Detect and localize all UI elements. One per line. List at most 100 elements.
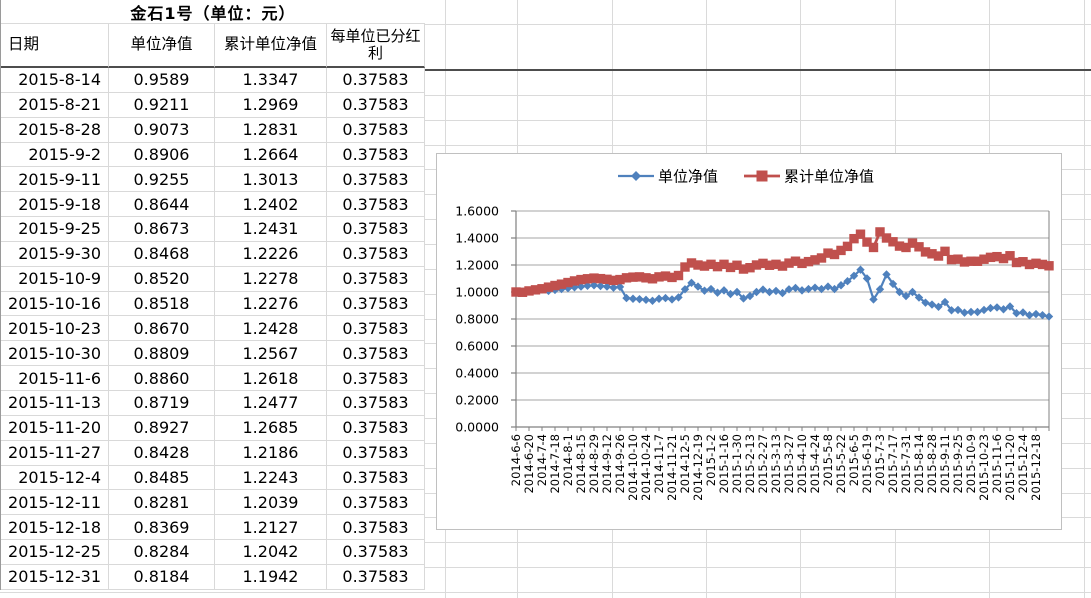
value-cell[interactable]: 0.8284 — [109, 540, 215, 565]
column-header-1[interactable]: 日期 — [1, 24, 109, 68]
column-header-3[interactable]: 累计单位净值 — [215, 24, 327, 68]
value-cell[interactable]: 0.37583 — [327, 564, 425, 590]
value-cell[interactable]: 0.8644 — [109, 192, 215, 218]
y-axis-label: 0.4000 — [455, 366, 499, 381]
value-cell[interactable]: 1.2664 — [215, 142, 327, 168]
x-axis-label: 2015-4-10 — [795, 434, 809, 494]
value-cell[interactable]: 0.37583 — [327, 515, 425, 541]
value-cell[interactable]: 1.2567 — [215, 341, 327, 367]
value-cell[interactable]: 1.2186 — [215, 440, 327, 466]
value-cell[interactable]: 1.2477 — [215, 390, 327, 416]
value-cell[interactable]: 0.37583 — [327, 291, 425, 317]
value-cell[interactable]: 0.37583 — [327, 217, 425, 242]
value-cell[interactable]: 1.2127 — [215, 515, 327, 541]
value-cell[interactable]: 0.37583 — [327, 92, 425, 118]
table-header-row: 日期 单位净值 累计单位净值 每单位已分红利 — [1, 24, 425, 68]
date-cell[interactable]: 2015-10-30 — [1, 341, 109, 367]
value-cell[interactable]: 0.37583 — [327, 540, 425, 565]
value-cell[interactable]: 1.2402 — [215, 192, 327, 218]
date-cell[interactable]: 2015-10-9 — [1, 266, 109, 292]
date-cell[interactable]: 2015-8-21 — [1, 92, 109, 118]
value-cell[interactable]: 0.8428 — [109, 440, 215, 466]
value-cell[interactable]: 0.8281 — [109, 490, 215, 516]
value-cell[interactable]: 1.2039 — [215, 490, 327, 516]
table-title-row[interactable]: 金石1号（单位：元） — [1, 0, 425, 24]
date-cell[interactable]: 2015-11-27 — [1, 440, 109, 466]
value-cell[interactable]: 0.37583 — [327, 167, 425, 193]
date-cell[interactable]: 2015-12-18 — [1, 515, 109, 541]
value-cell[interactable]: 0.37583 — [327, 465, 425, 491]
value-cell[interactable]: 1.2685 — [215, 415, 327, 441]
date-cell[interactable]: 2015-12-11 — [1, 490, 109, 516]
value-cell[interactable]: 0.8719 — [109, 390, 215, 416]
value-cell[interactable]: 0.8518 — [109, 291, 215, 317]
value-cell[interactable]: 1.3013 — [215, 167, 327, 193]
value-cell[interactable]: 0.9589 — [109, 68, 215, 93]
value-cell[interactable]: 0.8673 — [109, 217, 215, 242]
marker-square — [940, 246, 950, 257]
marker-square — [628, 272, 638, 282]
date-cell[interactable]: 2015-11-20 — [1, 415, 109, 441]
marker-diamond — [797, 286, 807, 295]
value-cell[interactable]: 0.9255 — [109, 167, 215, 193]
value-cell[interactable]: 0.8927 — [109, 415, 215, 441]
date-cell[interactable]: 2015-9-11 — [1, 167, 109, 193]
value-cell[interactable]: 1.3347 — [215, 68, 327, 93]
date-cell[interactable]: 2015-11-6 — [1, 366, 109, 391]
value-cell[interactable]: 1.1942 — [215, 564, 327, 590]
value-cell[interactable]: 1.2431 — [215, 217, 327, 242]
legend-item-单位净值[interactable]: 单位净值 — [618, 168, 718, 186]
value-cell[interactable]: 0.37583 — [327, 192, 425, 218]
value-cell[interactable]: 1.2042 — [215, 540, 327, 565]
value-cell[interactable]: 0.8369 — [109, 515, 215, 541]
column-header-2[interactable]: 单位净值 — [109, 24, 215, 68]
value-cell[interactable]: 0.8670 — [109, 316, 215, 342]
value-cell[interactable]: 0.37583 — [327, 117, 425, 143]
value-cell[interactable]: 0.37583 — [327, 415, 425, 441]
legend-item-累计单位净值[interactable]: 累计单位净值 — [744, 168, 874, 186]
value-cell[interactable]: 0.37583 — [327, 440, 425, 466]
value-cell[interactable]: 0.8468 — [109, 241, 215, 267]
value-cell[interactable]: 1.2969 — [215, 92, 327, 118]
column-header-4[interactable]: 每单位已分红利 — [327, 24, 425, 68]
date-cell[interactable]: 2015-12-25 — [1, 540, 109, 565]
value-cell[interactable]: 1.2276 — [215, 291, 327, 317]
value-cell[interactable]: 1.2831 — [215, 117, 327, 143]
value-cell[interactable]: 0.9211 — [109, 92, 215, 118]
date-cell[interactable]: 2015-12-4 — [1, 465, 109, 491]
value-cell[interactable]: 0.37583 — [327, 316, 425, 342]
date-cell[interactable]: 2015-10-16 — [1, 291, 109, 317]
date-cell[interactable]: 2015-8-28 — [1, 117, 109, 143]
value-cell[interactable]: 1.2278 — [215, 266, 327, 292]
fund-chart[interactable]: 0.0000 0.2000 0.4000 0.6000 0.8000 1.0000 1.20… — [436, 153, 1062, 530]
value-cell[interactable]: 0.37583 — [327, 341, 425, 367]
value-cell[interactable]: 0.37583 — [327, 241, 425, 267]
value-cell[interactable]: 0.8520 — [109, 266, 215, 292]
value-cell[interactable]: 0.8184 — [109, 564, 215, 590]
date-cell[interactable]: 2015-9-2 — [1, 142, 109, 168]
value-cell[interactable]: 1.2243 — [215, 465, 327, 491]
value-cell[interactable]: 0.8485 — [109, 465, 215, 491]
value-cell[interactable]: 0.8809 — [109, 341, 215, 367]
date-cell[interactable]: 2015-12-31 — [1, 564, 109, 590]
value-cell[interactable]: 0.37583 — [327, 390, 425, 416]
value-cell[interactable]: 0.37583 — [327, 68, 425, 93]
value-cell[interactable]: 0.9073 — [109, 117, 215, 143]
value-cell[interactable]: 1.2226 — [215, 241, 327, 267]
date-cell[interactable]: 2015-9-30 — [1, 241, 109, 267]
marker-square — [771, 259, 781, 270]
value-cell[interactable]: 1.2428 — [215, 316, 327, 342]
date-cell[interactable]: 2015-11-13 — [1, 390, 109, 416]
date-cell[interactable]: 2015-9-18 — [1, 192, 109, 218]
value-cell[interactable]: 0.37583 — [327, 266, 425, 292]
value-cell[interactable]: 0.8906 — [109, 142, 215, 168]
value-cell[interactable]: 1.2618 — [215, 366, 327, 391]
date-cell[interactable]: 2015-10-23 — [1, 316, 109, 342]
value-cell[interactable]: 0.37583 — [327, 490, 425, 516]
date-cell[interactable]: 2015-9-25 — [1, 217, 109, 242]
value-cell[interactable]: 0.8860 — [109, 366, 215, 391]
x-axis-label: 2015-5-22 — [834, 434, 848, 494]
value-cell[interactable]: 0.37583 — [327, 142, 425, 168]
value-cell[interactable]: 0.37583 — [327, 366, 425, 391]
date-cell[interactable]: 2015-8-14 — [1, 68, 109, 93]
